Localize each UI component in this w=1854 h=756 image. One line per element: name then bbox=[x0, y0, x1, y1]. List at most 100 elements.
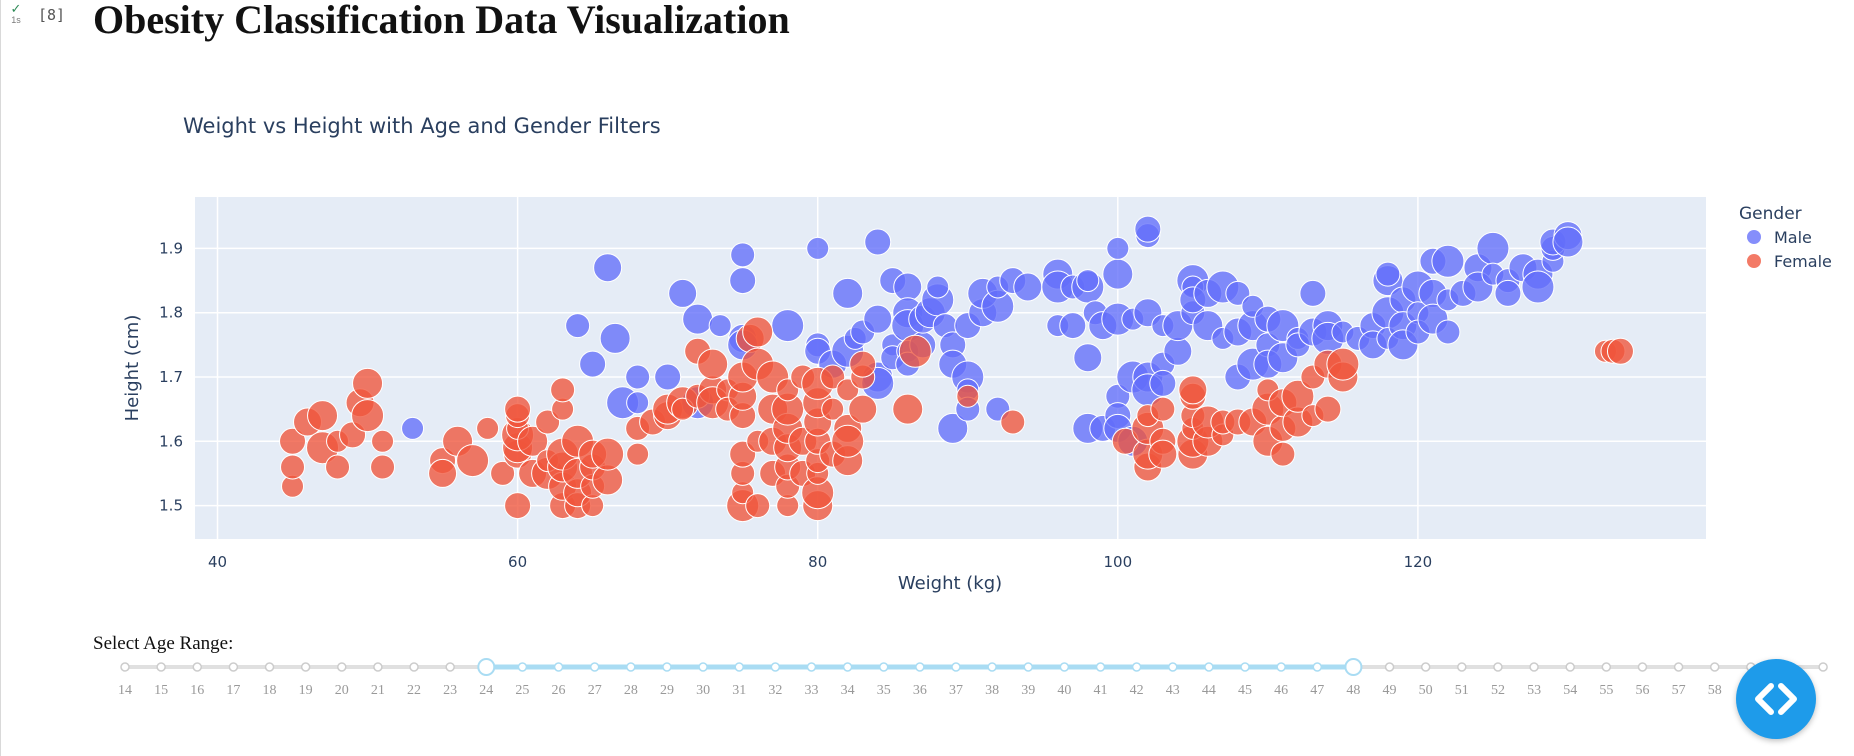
slider-handle-max[interactable] bbox=[1344, 658, 1363, 676]
data-point-male bbox=[593, 253, 623, 283]
legend-label-female: Female bbox=[1774, 252, 1832, 271]
slider-dot bbox=[445, 662, 455, 672]
slider-dot bbox=[987, 662, 997, 672]
data-point-female bbox=[1606, 337, 1634, 365]
data-point-female bbox=[351, 399, 385, 433]
slider-mark-label: 38 bbox=[985, 683, 999, 698]
data-point-male bbox=[1076, 269, 1100, 293]
x-tick-label: 60 bbox=[508, 553, 527, 571]
data-point-female bbox=[848, 394, 878, 424]
data-point-female bbox=[742, 316, 774, 348]
x-tick-label: 120 bbox=[1404, 553, 1433, 571]
data-point-female bbox=[1314, 395, 1342, 423]
data-point-male bbox=[708, 314, 732, 338]
slider-dot bbox=[806, 662, 817, 672]
cell-status: ✓ 1s bbox=[6, 2, 26, 25]
y-tick-label: 1.9 bbox=[159, 239, 183, 257]
slider-dot bbox=[553, 662, 564, 672]
slider-dot bbox=[1276, 662, 1286, 672]
slider-dot bbox=[1818, 662, 1828, 672]
slider-mark-label: 48 bbox=[1346, 683, 1360, 698]
data-point-male bbox=[599, 322, 631, 354]
slider-mark-label: 28 bbox=[624, 683, 638, 698]
slider-mark-label: 45 bbox=[1238, 683, 1252, 698]
slider-mark-label: 18 bbox=[263, 683, 277, 698]
slider-mark-label: 41 bbox=[1094, 683, 1108, 698]
legend-label-male: Male bbox=[1774, 228, 1812, 247]
slider-mark-label: 46 bbox=[1274, 683, 1288, 698]
slider-dot bbox=[120, 662, 130, 672]
slider-dot bbox=[1131, 662, 1142, 672]
slider-mark-label: 47 bbox=[1310, 683, 1324, 698]
data-point-male bbox=[1431, 244, 1465, 278]
y-axis-ticks: 1.5 1.6 1.7 1.8 1.9 bbox=[159, 239, 183, 514]
data-point-female bbox=[307, 400, 339, 432]
data-point-female bbox=[892, 393, 924, 425]
slider-dot bbox=[192, 662, 203, 672]
data-point-female bbox=[490, 460, 516, 486]
data-point-male bbox=[668, 278, 698, 308]
slider-dot bbox=[951, 662, 961, 672]
slider-mark-label: 42 bbox=[1130, 683, 1144, 698]
data-point-female bbox=[849, 350, 877, 378]
slider-dot bbox=[1601, 662, 1612, 672]
legend-marker-male bbox=[1747, 230, 1761, 244]
age-range-label: Select Age Range: bbox=[93, 633, 234, 654]
slider-mark-label: 24 bbox=[479, 683, 493, 698]
data-point-male bbox=[1494, 279, 1522, 307]
code-toggle-button[interactable] bbox=[1736, 659, 1816, 739]
slider-mark-label: 40 bbox=[1057, 683, 1071, 698]
data-point-male bbox=[926, 275, 950, 299]
y-tick-label: 1.5 bbox=[159, 497, 183, 515]
slider-dot bbox=[228, 662, 239, 672]
slider-mark-label: 27 bbox=[588, 683, 602, 698]
data-point-female bbox=[352, 367, 384, 399]
data-point-female bbox=[898, 334, 932, 368]
data-point-female bbox=[428, 458, 458, 488]
data-point-female bbox=[831, 424, 865, 458]
slider-dot bbox=[517, 662, 528, 672]
x-axis-ticks: 40 60 80 100 120 bbox=[208, 553, 1432, 571]
slider-mark-label: 37 bbox=[949, 683, 963, 698]
slider-dot bbox=[915, 662, 925, 672]
y-axis-label: Height (cm) bbox=[122, 315, 143, 422]
code-brackets-icon bbox=[1755, 683, 1797, 715]
slider-mark-label: 55 bbox=[1599, 683, 1613, 698]
data-point-male bbox=[1435, 319, 1461, 345]
data-point-female bbox=[476, 416, 500, 440]
slider-dot bbox=[1095, 662, 1106, 672]
slider-mark-label: 36 bbox=[913, 683, 927, 698]
x-axis-label: Weight (kg) bbox=[898, 573, 1002, 594]
data-point-male bbox=[864, 228, 892, 256]
slider-mark-label: 22 bbox=[407, 683, 421, 698]
slider-mark-label: 57 bbox=[1672, 683, 1686, 698]
slider-dot bbox=[1529, 662, 1539, 672]
slider-dot bbox=[1457, 662, 1467, 672]
data-point-male bbox=[565, 313, 591, 339]
slider-dot bbox=[698, 662, 708, 672]
slider-mark-label: 34 bbox=[841, 683, 855, 698]
slider-dot bbox=[409, 662, 419, 672]
slider-mark-label: 29 bbox=[660, 683, 674, 698]
slider-dot bbox=[1673, 662, 1684, 672]
slider-dot bbox=[842, 662, 853, 672]
data-point-female bbox=[1148, 439, 1178, 469]
x-tick-label: 40 bbox=[208, 553, 227, 571]
data-point-male bbox=[654, 363, 682, 391]
x-tick-label: 100 bbox=[1103, 553, 1132, 571]
slider-mark-label: 49 bbox=[1383, 683, 1397, 698]
data-point-female bbox=[626, 442, 650, 466]
data-point-female bbox=[591, 437, 625, 471]
data-points bbox=[279, 215, 1634, 523]
slider-dot bbox=[264, 662, 275, 672]
slider-mark-label: 20 bbox=[335, 683, 349, 698]
slider-dot bbox=[1168, 662, 1178, 672]
slider-handle-min[interactable] bbox=[477, 658, 496, 676]
slider-dot bbox=[1023, 662, 1033, 672]
slider-dot bbox=[1059, 662, 1070, 672]
slider-dot bbox=[337, 662, 347, 672]
slider-dot bbox=[156, 662, 166, 672]
check-icon: ✓ bbox=[10, 1, 22, 16]
slider-mark-label: 16 bbox=[190, 683, 204, 698]
